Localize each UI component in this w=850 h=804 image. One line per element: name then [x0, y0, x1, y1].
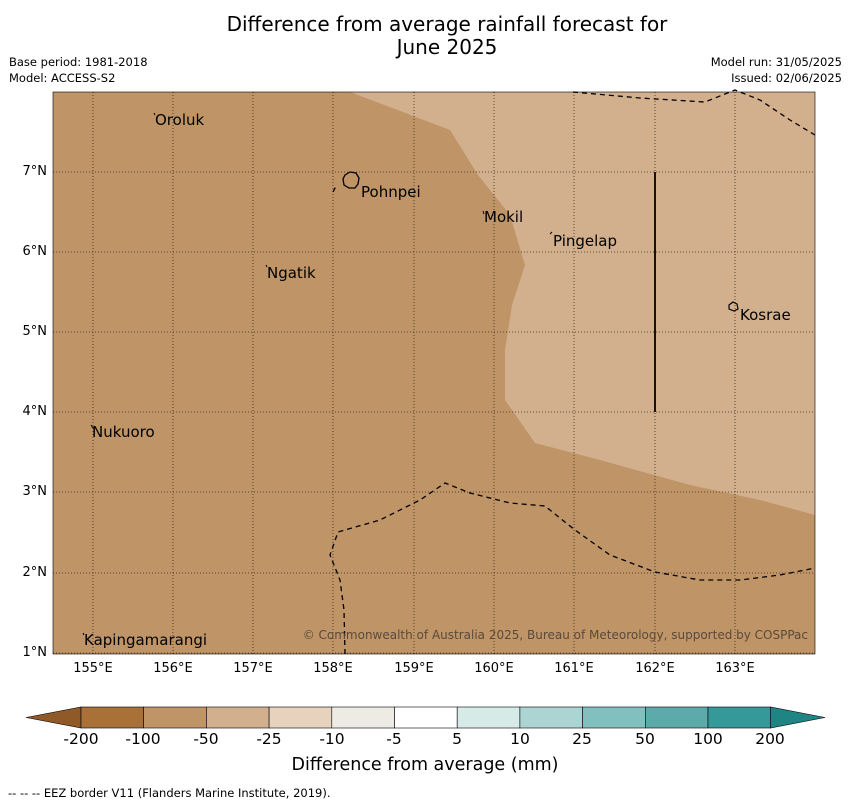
- model-run: Model run: 31/05/2025: [710, 55, 842, 69]
- colorbar-segment: [582, 706, 646, 729]
- colorbar-label: 5: [452, 730, 462, 748]
- x-tick-161e: 161°E: [554, 661, 594, 676]
- y-tick-6n: 6°N: [22, 244, 48, 259]
- copyright-notice: © Commonwealth of Australia 2025, Bureau…: [302, 628, 808, 642]
- colorbar-label: 200: [755, 730, 785, 748]
- x-tick-159e: 159°E: [394, 661, 434, 676]
- colorbar-label: -100: [125, 730, 161, 748]
- x-tick-156e: 156°E: [153, 661, 193, 676]
- y-tick-2n: 2°N: [22, 565, 48, 580]
- colorbar-label: 10: [510, 730, 530, 748]
- colorbar-segment: [519, 706, 583, 729]
- y-tick-4n: 4°N: [22, 404, 48, 419]
- colorbar-label: 50: [635, 730, 655, 748]
- kosrae-island: [728, 301, 739, 312]
- y-tick-1n: 1°N: [22, 645, 48, 660]
- colorbar-extend-high: [770, 706, 826, 729]
- colorbar-extend-low: [25, 706, 82, 729]
- colorbar-title: Difference from average (mm): [291, 755, 559, 775]
- colorbar-segment: [268, 706, 333, 729]
- map-frame: [52, 91, 816, 655]
- y-tick-3n: 3°N: [22, 484, 48, 499]
- issued-date: Issued: 02/06/2025: [731, 71, 842, 85]
- place-oroluk: Oroluk: [155, 111, 205, 129]
- colorbar-label: -25: [256, 730, 282, 748]
- y-tick-7n: 7°N: [22, 164, 48, 179]
- colorbar: [25, 706, 826, 729]
- colorbar-segment: [143, 706, 207, 729]
- x-tick-155e: 155°E: [73, 661, 113, 676]
- colorbar-segment: [707, 706, 772, 729]
- place-mokil: Mokil: [484, 208, 524, 226]
- meta-right: Model run: 31/05/2025 Issued: 02/06/2025: [711, 54, 842, 86]
- eez-borders: [329, 89, 816, 655]
- y-tick-5n: 5°N: [22, 324, 48, 339]
- x-tick-160e: 160°E: [474, 661, 514, 676]
- place-pohnpei: Pohnpei: [361, 183, 421, 201]
- place-pingelap: Pingelap: [553, 232, 618, 250]
- place-nukuoro: Nukuoro: [92, 423, 155, 441]
- meta-left: Base period: 1981-2018 Model: ACCESS-S2: [9, 54, 148, 86]
- colorbar-label: -50: [193, 730, 219, 748]
- place-kapingamarangi: Kapingamarangi: [84, 631, 208, 649]
- place-kosrae: Kosrae: [740, 306, 791, 324]
- colorbar-segment: [644, 706, 709, 729]
- light-dry-region: [350, 92, 815, 515]
- atoll-marks: [82, 112, 553, 636]
- map-title: Difference from average rainfall forecas…: [0, 13, 850, 59]
- colorbar-segment: [80, 706, 145, 729]
- model-name: Model: ACCESS-S2: [9, 71, 116, 85]
- footer-note: -- -- -- EEZ border V11 (Flanders Marine…: [8, 786, 331, 800]
- colorbar-label: -200: [63, 730, 99, 748]
- gridlines: [53, 92, 815, 654]
- colorbar-segment: [331, 706, 395, 729]
- colorbar-label: -10: [319, 730, 345, 748]
- colorbar-segment: [206, 706, 270, 729]
- colorbar-segment: [456, 706, 521, 729]
- x-tick-162e: 162°E: [635, 661, 675, 676]
- base-period: Base period: 1981-2018: [9, 55, 148, 69]
- colorbar-label: 25: [572, 730, 592, 748]
- colorbar-label: -5: [386, 730, 402, 748]
- colorbar-label: 100: [693, 730, 723, 748]
- x-tick-163e: 163°E: [715, 661, 755, 676]
- x-tick-157e: 157°E: [233, 661, 273, 676]
- place-ngatik: Ngatik: [267, 264, 316, 282]
- title-line-2: June 2025: [396, 35, 498, 59]
- colorbar-segment: [394, 706, 458, 729]
- pohnpei-island: [342, 171, 360, 189]
- x-tick-158e: 158°E: [313, 661, 353, 676]
- title-line-1: Difference from average rainfall forecas…: [226, 12, 668, 36]
